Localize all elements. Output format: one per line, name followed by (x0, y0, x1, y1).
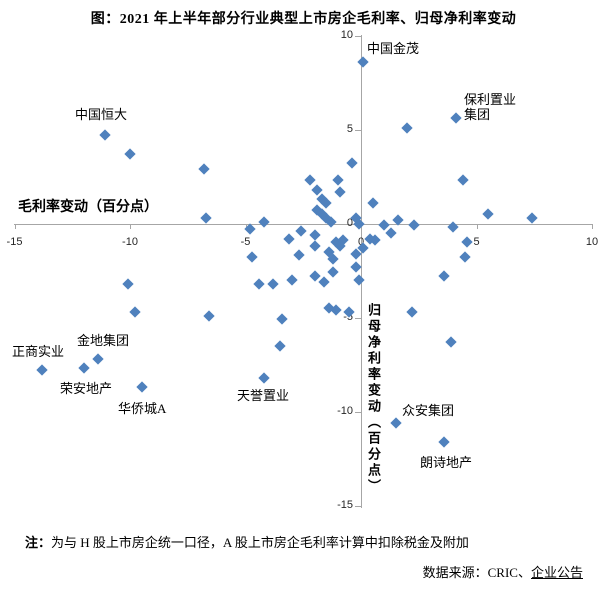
point-label: 保利置业 集团 (464, 92, 517, 122)
x-tick-label: -15 (6, 236, 23, 248)
data-point (366, 197, 379, 209)
footnote: 注：为与 H 股上市房企统一口径，A 股上市房企毛利率计算中扣除税金及附加 (25, 532, 469, 551)
y-tick-mark (355, 317, 361, 319)
data-point (286, 274, 298, 286)
y-axis-title: 归母净利率变动（百分点） (366, 303, 381, 495)
data-point (332, 174, 344, 186)
data-point (459, 251, 471, 263)
y-tick-label: 10 (340, 28, 353, 41)
data-point (128, 306, 141, 318)
data-point (135, 381, 148, 393)
data-source-prefix: 数据来源：CRIC、 (422, 565, 531, 580)
data-point (202, 309, 215, 322)
data-point (438, 270, 450, 282)
footnote-prefix: 注： (25, 535, 52, 550)
x-axis-title: 毛利率变动（百分点） (18, 200, 158, 215)
y-tick-mark (355, 129, 361, 131)
data-point (253, 277, 266, 290)
data-point (450, 112, 462, 124)
data-point (327, 253, 339, 265)
y-tick-mark (355, 411, 361, 413)
data-point (267, 277, 279, 290)
data-point (357, 56, 369, 68)
data-point (456, 174, 469, 186)
data-point (482, 208, 494, 220)
chart-title: 图：2021 年上半年部分行业典型上市房企毛利率、归母净利率变动 (90, 12, 517, 27)
x-tick-mark (592, 224, 593, 229)
data-point (346, 157, 358, 169)
data-point (295, 225, 307, 237)
x-tick-label: 10 (585, 236, 599, 248)
x-axis-line (14, 224, 592, 225)
data-point (353, 274, 365, 286)
data-point (309, 229, 321, 241)
point-label: 天誉置业 (237, 388, 290, 403)
y-tick-label: -15 (337, 498, 353, 511)
y-axis-line (361, 35, 362, 508)
data-point (445, 336, 457, 348)
data-point (283, 232, 296, 245)
data-point (198, 163, 210, 175)
y-tick-mark (355, 35, 361, 37)
point-label: 朗诗地产 (420, 455, 473, 470)
data-point (389, 417, 402, 429)
point-label: 众安集团 (402, 403, 455, 418)
x-tick-label: -10 (122, 236, 138, 248)
data-point (438, 435, 450, 448)
data-point (276, 313, 289, 326)
data-point (200, 212, 212, 224)
x-tick-mark (130, 224, 131, 229)
data-source-underlined: 企业公告 (530, 565, 583, 580)
point-label: 中国金茂 (367, 41, 420, 56)
data-point (98, 129, 111, 141)
data-point (36, 364, 48, 376)
data-point (78, 362, 90, 374)
data-point (401, 121, 413, 134)
data-point (526, 212, 538, 224)
data-point (258, 215, 270, 228)
data-point (406, 306, 418, 318)
data-point (385, 227, 397, 239)
data-point (91, 353, 104, 365)
footnote-body: 为与 H 股上市房企统一口径，A 股上市房企毛利率计算中扣除税金及附加 (51, 535, 469, 550)
x-tick-label: -5 (240, 236, 251, 248)
data-point (246, 251, 259, 263)
data-point (274, 340, 286, 352)
x-tick-label: 5 (473, 236, 480, 248)
point-label: 荣安地产 (60, 381, 113, 396)
data-point (304, 174, 316, 186)
data-point (122, 277, 134, 290)
data-source: 数据来源：CRIC、企业公告 (423, 562, 583, 581)
point-label: 中国恒大 (75, 107, 128, 122)
x-tick-label: 0 (357, 236, 365, 248)
data-point (318, 276, 330, 288)
y-tick-label: -10 (337, 404, 353, 417)
data-point (258, 371, 270, 384)
data-point (309, 240, 321, 252)
point-label: 正商实业 (12, 344, 65, 359)
point-label: 金地集团 (77, 333, 130, 348)
data-point (124, 148, 136, 160)
point-label: 华侨城A (118, 401, 167, 416)
x-tick-mark (14, 224, 16, 229)
y-tick-mark (355, 505, 361, 507)
data-point (327, 266, 339, 279)
y-tick-label: 5 (346, 122, 353, 135)
y-tick-label: 0 (346, 216, 353, 229)
data-point (334, 185, 346, 198)
x-tick-mark (476, 224, 478, 229)
data-point (292, 249, 305, 262)
data-point (408, 219, 420, 232)
